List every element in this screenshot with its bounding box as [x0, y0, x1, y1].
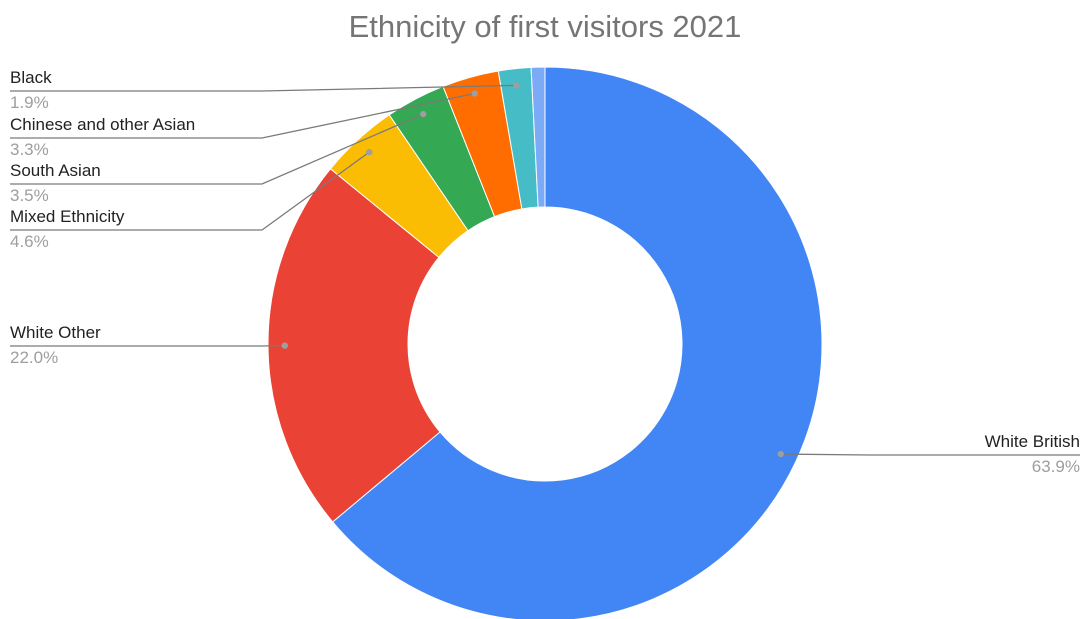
slice-unlabeled [530, 66, 546, 208]
donut-slices [267, 66, 823, 619]
label-white-other: White Other [10, 323, 101, 342]
label-black: Black [10, 68, 52, 87]
leader-dot-white-other [281, 342, 289, 349]
chart-title: Ethnicity of first visitors 2021 [349, 9, 742, 44]
leader-dot-mixed-ethnicity [366, 148, 373, 156]
leader-line-black [10, 84, 517, 92]
percent-south-asian: 3.5% [10, 186, 49, 205]
label-white-british: White British [985, 432, 1080, 451]
slice-labels: White British 63.9% White Other 22.0% Mixed … [10, 68, 1080, 476]
leader-line-white-british [780, 453, 1080, 456]
percent-chinese-and-other-asian: 3.3% [10, 140, 49, 159]
leader-dot-white-british [777, 450, 784, 458]
slice-white-other [267, 168, 441, 523]
slice-white-british [331, 66, 823, 619]
label-chinese-and-other-asian: Chinese and other Asian [10, 115, 195, 134]
percent-white-other: 22.0% [10, 348, 58, 367]
leader-dot-south-asian [420, 110, 427, 118]
leader-dot-black [513, 82, 520, 89]
label-south-asian: South Asian [10, 161, 101, 180]
percent-black: 1.9% [10, 93, 49, 112]
label-mixed-ethnicity: Mixed Ethnicity [10, 207, 125, 226]
leader-line-chinese-and-other-asian [10, 92, 475, 139]
percent-mixed-ethnicity: 4.6% [10, 232, 49, 251]
percent-white-british: 63.9% [1032, 457, 1080, 476]
leader-line-mixed-ethnicity [10, 151, 370, 231]
leader-dot-chinese-and-other-asian [471, 90, 478, 97]
leader-line-south-asian [10, 113, 424, 185]
